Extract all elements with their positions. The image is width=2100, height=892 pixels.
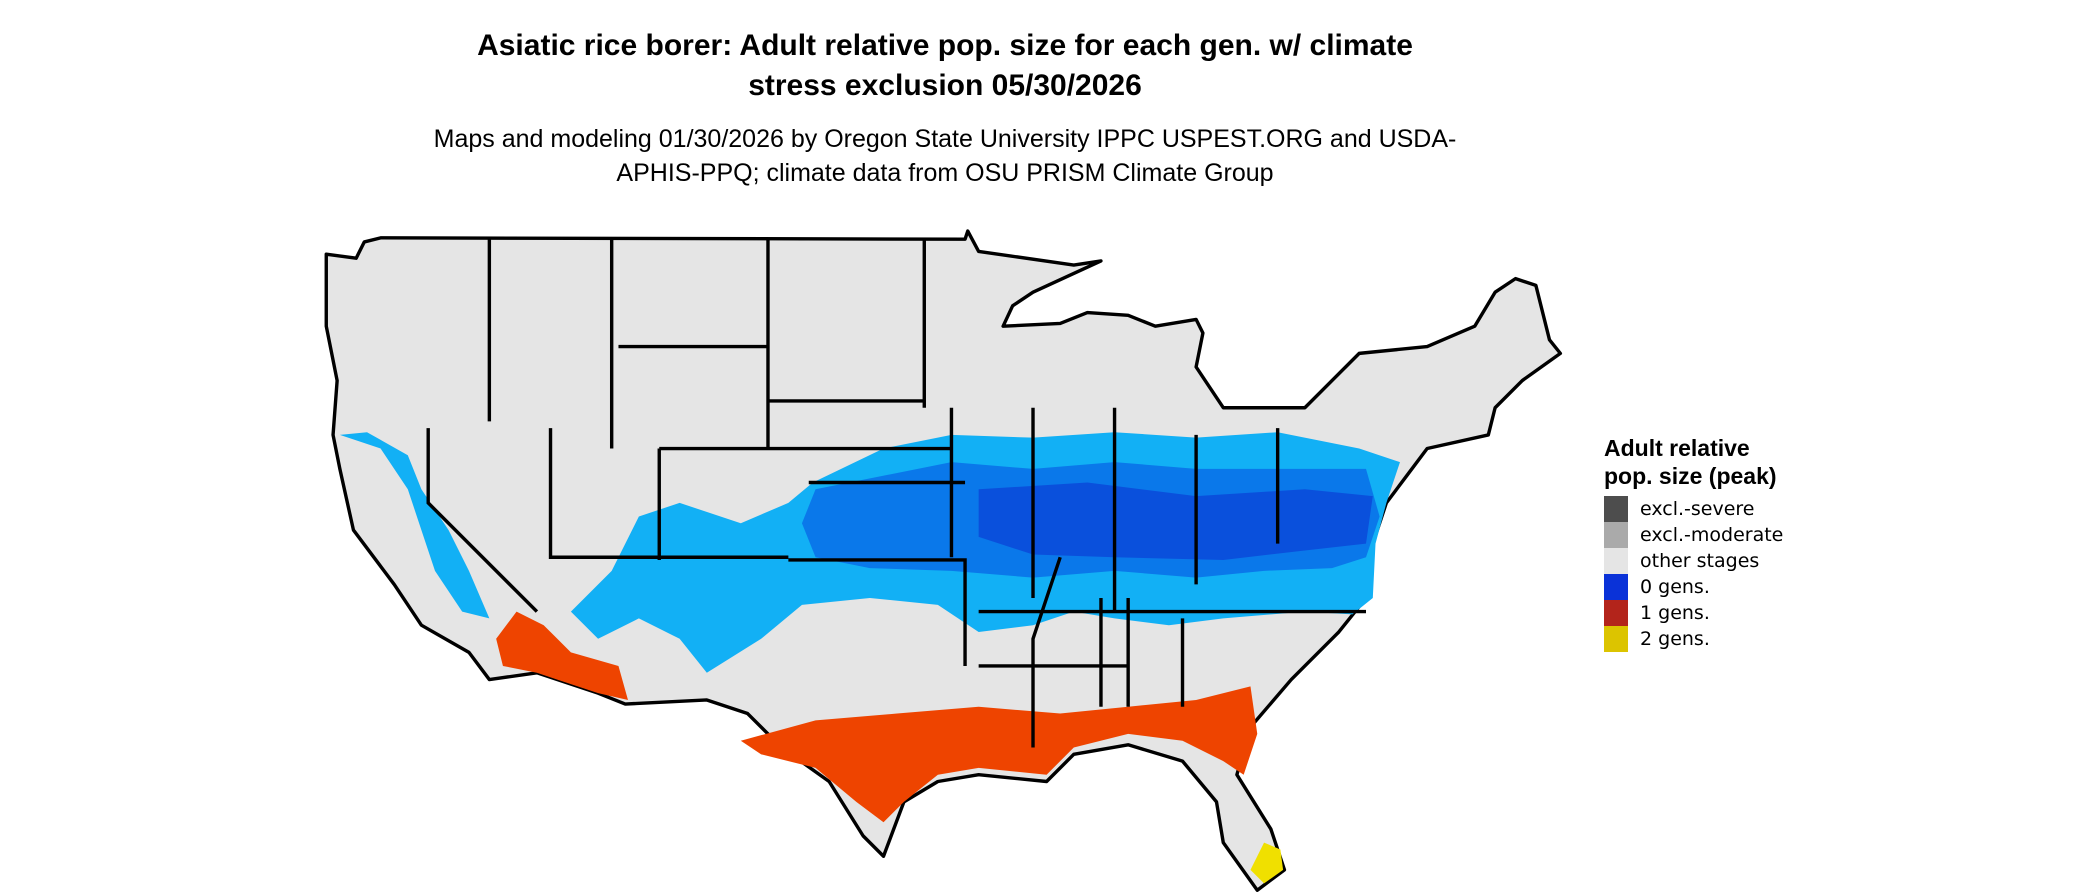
legend-label: excl.-severe bbox=[1640, 498, 1755, 520]
legend-item: excl.-severe bbox=[1604, 496, 1783, 522]
legend-item: 2 gens. bbox=[1604, 626, 1783, 652]
legend-item: excl.-moderate bbox=[1604, 522, 1783, 548]
legend-swatch bbox=[1604, 600, 1628, 626]
zone-dark-blue bbox=[978, 482, 1373, 560]
subtitle: Maps and modeling 01/30/2026 by Oregon S… bbox=[433, 125, 1457, 187]
legend-swatch bbox=[1604, 626, 1628, 652]
zone-west-blue bbox=[339, 432, 490, 619]
legend-swatch bbox=[1604, 522, 1628, 548]
legend: Adult relative pop. size (peak) excl.-se… bbox=[1604, 434, 1783, 652]
legend-swatch bbox=[1604, 496, 1628, 522]
legend-label: other stages bbox=[1640, 550, 1760, 572]
zone-az-orange bbox=[496, 611, 628, 700]
legend-label: 0 gens. bbox=[1640, 576, 1710, 598]
legend-item: 0 gens. bbox=[1604, 574, 1783, 600]
zone-fl-yellow bbox=[1250, 842, 1284, 884]
legend-label: 1 gens. bbox=[1640, 602, 1710, 624]
legend-label: excl.-moderate bbox=[1640, 524, 1784, 546]
legend-item: other stages bbox=[1604, 548, 1783, 574]
legend-label: 2 gens. bbox=[1640, 628, 1710, 650]
legend-title: Adult relative pop. size (peak) bbox=[1604, 435, 1777, 489]
legend-item: 1 gens. bbox=[1604, 600, 1783, 626]
zone-orange bbox=[740, 686, 1258, 823]
legend-swatch bbox=[1604, 574, 1628, 600]
legend-swatch bbox=[1604, 548, 1628, 574]
title: Asiatic rice borer: Adult relative pop. … bbox=[477, 29, 1413, 102]
state-lines bbox=[426, 239, 1366, 748]
